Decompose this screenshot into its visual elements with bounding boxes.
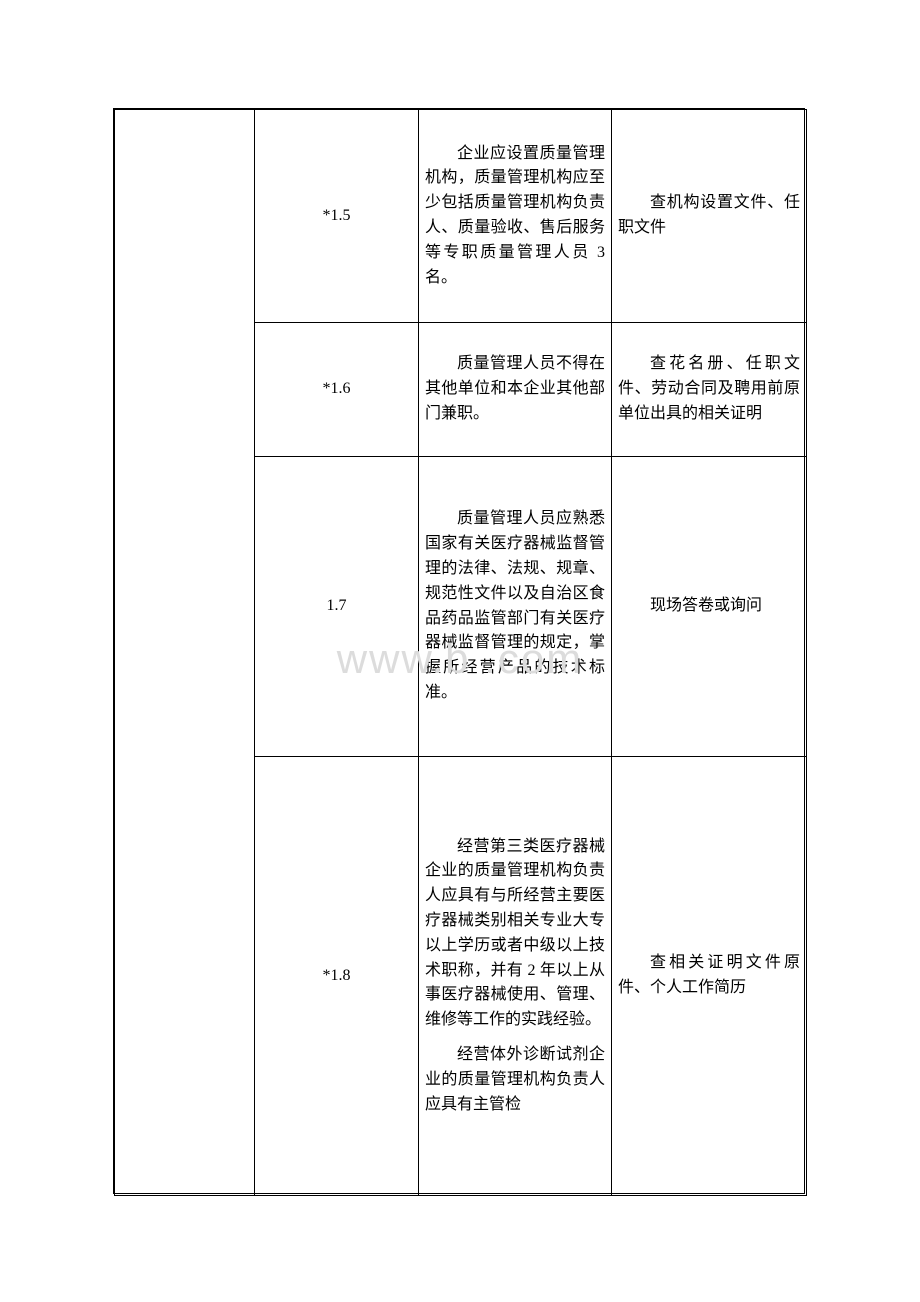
id-cell: *1.5 — [255, 110, 419, 323]
check-cell: 查相关证明文件原件、个人工作简历 — [612, 757, 807, 1196]
content-text: 质量管理人员应熟悉国家有关医疗器械监督管理的法律、法规、规章、规范性文件以及自治… — [425, 507, 605, 705]
content-text: 经营第三类医疗器械企业的质量管理机构负责人应具有与所经营主要医疗器械类别相关专业… — [425, 835, 605, 1033]
check-text: 查花名册、任职文件、劳动合同及聘用前原单位出具的相关证明 — [618, 352, 800, 426]
check-text: 查机构设置文件、任职文件 — [618, 191, 800, 241]
check-cell: 查机构设置文件、任职文件 — [612, 110, 807, 323]
content-cell: 质量管理人员不得在其他单位和本企业其他部门兼职。 — [419, 323, 612, 457]
content-cell: 经营第三类医疗器械企业的质量管理机构负责人应具有与所经营主要医疗器械类别相关专业… — [419, 757, 612, 1196]
check-text: 现场答卷或询问 — [618, 594, 800, 619]
id-cell: *1.8 — [255, 757, 419, 1196]
content-text: 经营体外诊断试剂企业的质量管理机构负责人应具有主管检 — [425, 1043, 605, 1117]
id-cell: *1.6 — [255, 323, 419, 457]
content-cell: 企业应设置质量管理机构，质量管理机构应至少包括质量管理机构负责人、质量验收、售后… — [419, 110, 612, 323]
document-table-container: *1.5 企业应设置质量管理机构，质量管理机构应至少包括质量管理机构负责人、质量… — [113, 108, 805, 1194]
check-cell: 现场答卷或询问 — [612, 457, 807, 757]
check-cell: 查花名册、任职文件、劳动合同及聘用前原单位出具的相关证明 — [612, 323, 807, 457]
document-table: *1.5 企业应设置质量管理机构，质量管理机构应至少包括质量管理机构负责人、质量… — [114, 109, 807, 1196]
content-text: 企业应设置质量管理机构，质量管理机构应至少包括质量管理机构负责人、质量验收、售后… — [425, 142, 605, 291]
table-row: *1.5 企业应设置质量管理机构，质量管理机构应至少包括质量管理机构负责人、质量… — [115, 110, 807, 323]
category-cell — [115, 110, 255, 1196]
content-cell: 质量管理人员应熟悉国家有关医疗器械监督管理的法律、法规、规章、规范性文件以及自治… — [419, 457, 612, 757]
id-cell: 1.7 — [255, 457, 419, 757]
content-text: 质量管理人员不得在其他单位和本企业其他部门兼职。 — [425, 352, 605, 426]
check-text: 查相关证明文件原件、个人工作简历 — [618, 951, 800, 1001]
